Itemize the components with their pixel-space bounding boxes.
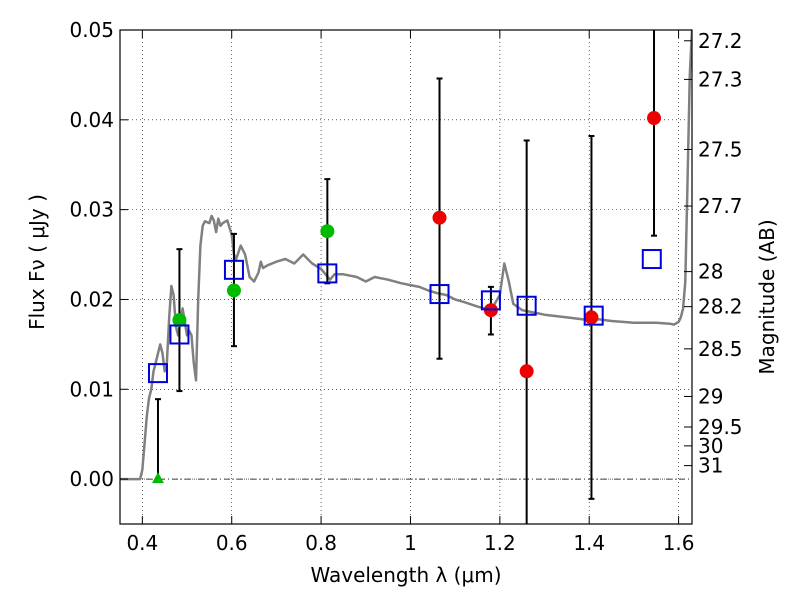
observed-flux-point [519,364,534,379]
right-tick-label: 28 [698,260,723,284]
right-tick-label: 27.5 [698,137,743,161]
y-tick-label: 0.05 [69,18,114,42]
model-photometry-square [147,363,168,384]
model-photometry-square [480,290,501,311]
right-tick-label: 28.5 [698,337,743,361]
observed-upper-limit-triangle [151,472,164,484]
observed-flux-point [172,313,187,328]
model-photometry-square [169,324,190,345]
right-tick-label: 27.7 [698,194,743,218]
right-tick-label: 30 [698,434,723,458]
plot-frame [119,29,693,525]
model-photometry-square [223,259,244,280]
y-tick-label: 0.00 [69,467,114,491]
model-photometry-points [147,249,662,384]
model-photometry-square [583,305,604,326]
x-tick-label: 1.4 [573,531,605,555]
model-photometry-square [429,284,450,305]
sed-model-line [120,30,692,481]
axis-ticks [120,29,692,524]
right-axis-label: Magnitude (AB) [755,219,779,374]
y-axis-label: Flux Fν ( μJy ) [25,194,49,330]
right-tick-label: 27.2 [698,29,743,53]
x-tick-labels: 0.4 0.6 0.8 1 1.2 1.4 1.6 [126,531,694,555]
y-tick-label: 0.01 [69,377,114,401]
right-tick-label: 31 [698,454,723,478]
observed-flux-point [226,283,241,298]
right-tick-label: 29.5 [698,415,743,439]
observed-flux-point [584,310,599,325]
right-tick-label: 29 [698,384,723,408]
sed-model-curve [120,30,692,481]
x-tick-label: 0.8 [305,531,337,555]
y-tick-label: 0.03 [69,198,114,222]
right-tick-label: 27.3 [698,67,743,91]
x-tick-label: 1 [404,531,417,555]
model-photometry-square [516,295,537,316]
observed-flux-point [320,224,335,239]
grid-lines [120,29,692,524]
model-photometry-square [317,263,338,284]
x-tick-label: 0.4 [126,531,158,555]
x-tick-label: 1.6 [663,531,695,555]
model-photometry-square [641,249,662,270]
observed-flux-point [647,111,662,126]
x-tick-label: 0.6 [216,531,248,555]
observed-points [151,111,662,484]
y-tick-label: 0.04 [69,108,114,132]
right-tick-label: 28.2 [698,295,743,319]
y-tick-labels: 0.00 0.01 0.02 0.03 0.04 0.05 [69,18,114,491]
error-bars [154,30,658,524]
observed-flux-point [432,210,447,225]
x-axis-label: Wavelength λ (μm) [310,563,501,587]
y-tick-label: 0.02 [69,287,114,311]
x-tick-label: 1.2 [484,531,516,555]
